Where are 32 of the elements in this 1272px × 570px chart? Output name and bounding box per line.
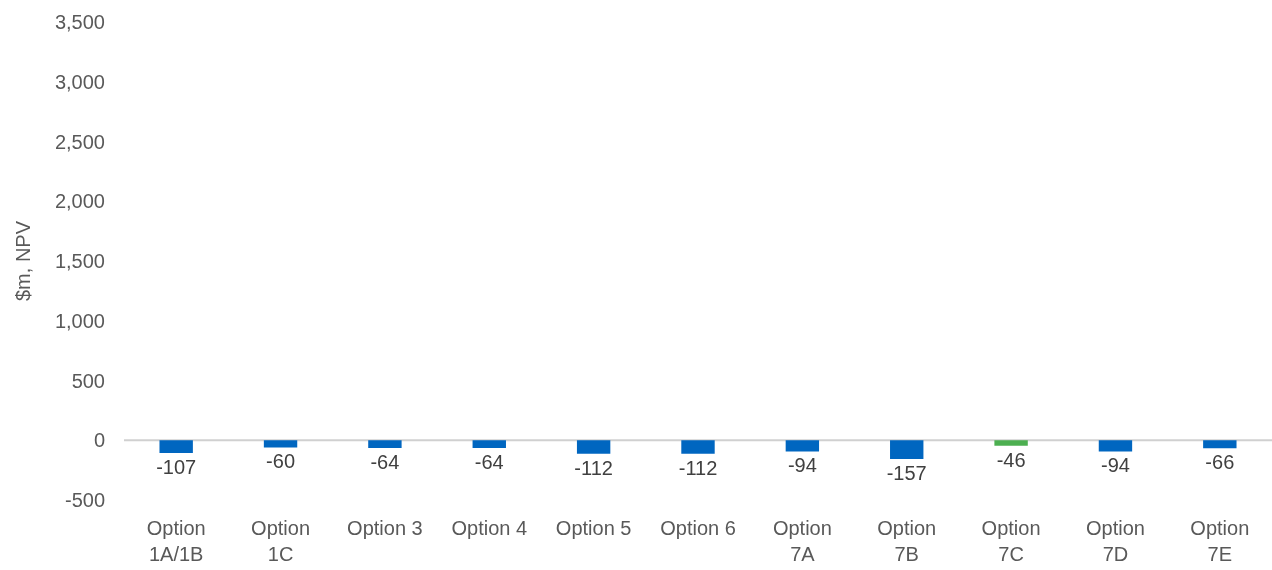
x-tick-label: Option 1C	[251, 517, 311, 565]
y-tick-label: 3,000	[54, 70, 105, 93]
y-tick-label: 2,500	[54, 130, 105, 153]
data-label: -60	[266, 450, 295, 473]
y-tick-label: 500	[71, 369, 105, 392]
y-axis-title: $m, NPV	[12, 220, 35, 302]
x-tick-label: Option 5	[555, 517, 632, 539]
y-tick-label: 3,500	[54, 11, 105, 33]
data-label: -64	[474, 450, 504, 473]
data-label: -94	[787, 454, 817, 477]
x-tick-label: Option 4	[451, 517, 528, 539]
data-label: -112	[678, 456, 718, 479]
y-tick-label: -500	[64, 489, 105, 511]
data-label: -112	[574, 456, 613, 479]
data-label: -64	[370, 450, 400, 473]
x-tick-label: Option 1A/1B	[146, 517, 206, 565]
y-tick-label: 1,500	[54, 250, 105, 272]
y-tick-label: 2,000	[54, 190, 105, 213]
x-tick-label: Option 7B	[877, 517, 937, 565]
data-label: -157	[886, 462, 927, 485]
x-tick-label: Option 7A	[772, 517, 832, 565]
x-tick-label: Option 7C	[981, 517, 1041, 565]
y-tick-label: 0	[93, 429, 105, 452]
y-tick-label: 1,000	[54, 309, 105, 332]
data-label: -107	[156, 456, 197, 479]
data-label: -46	[996, 448, 1026, 471]
x-tick-label: Option 6	[660, 517, 736, 539]
x-tick-label: Option 3	[347, 517, 423, 539]
x-tick-label: Option 7E	[1190, 517, 1250, 565]
x-tick-label: Option 7D	[1085, 517, 1145, 565]
data-label: -94	[1101, 454, 1130, 477]
data-label: -66	[1205, 451, 1235, 474]
